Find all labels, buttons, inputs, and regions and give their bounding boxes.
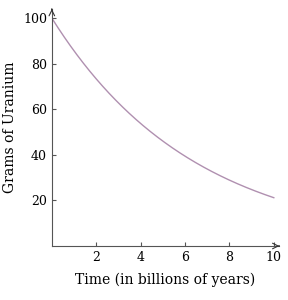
Y-axis label: Grams of Uranium: Grams of Uranium xyxy=(3,62,17,193)
X-axis label: Time (in billions of years): Time (in billions of years) xyxy=(75,272,256,286)
